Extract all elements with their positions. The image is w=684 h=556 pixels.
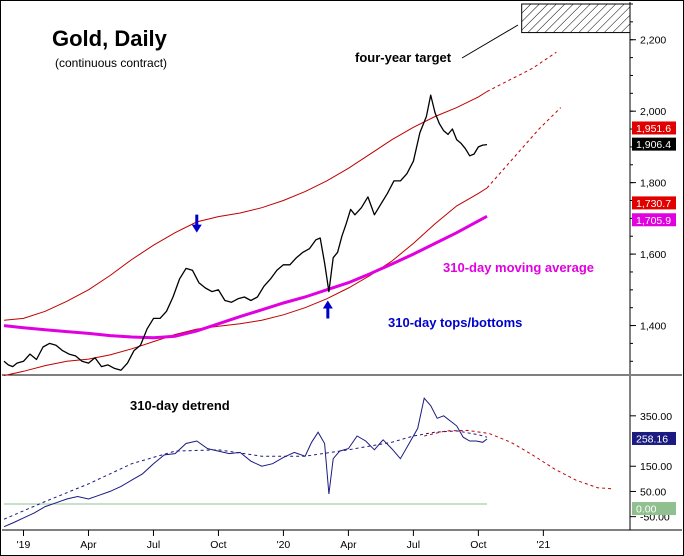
moving-average-line [3,214,488,340]
channel-lower-projection [486,107,562,189]
price-series-group [3,94,488,371]
price-last-value-tag-bg [632,137,676,151]
channel-group [3,51,562,377]
detrend-tick-label: 50.00 [640,486,666,498]
time-tick-label: Jul [407,539,420,551]
time-tick-label: Oct [210,539,226,551]
time-tick-label: Apr [80,539,97,551]
time-tick-label: '19 [17,539,31,551]
marker-group [191,214,333,319]
time-tick-label: '21 [537,539,551,551]
price-last-value-tag-bg [632,121,676,135]
channel-lower-line [3,187,488,377]
price-last-value-tag-bg [632,213,676,227]
channel-upper-line [3,91,488,321]
price-tick-label: 1,400 [640,321,666,333]
price-tick-label: 2,000 [640,106,666,118]
detrend-last-value-tag: 258.16 [636,433,668,445]
time-tick-label: '20 [277,539,291,551]
target-box [521,3,631,34]
detrend-tick-label: 350.00 [640,411,672,423]
price-last-value-tag-bg [632,196,676,210]
price-y-axis: 1,400 1,600 1,800 2,000 2,200 [630,3,666,362]
detrend-line [3,397,488,528]
chart-subtitle: (continuous contract) [55,56,167,70]
detrend-last-value-tag-bg [632,431,676,445]
time-tick-label: Oct [470,539,486,551]
price-tick-label: 2,200 [640,35,666,47]
price-last-value-tag: 1,705.9 [636,215,671,227]
time-tick-label: Apr [340,539,357,551]
time-axis: '19 Apr Jul Oct '20 Apr Jul Oct '21 [17,530,551,551]
chart-title: Gold, Daily [52,26,168,51]
detrend-title: 310-day detrend [130,398,230,413]
annotation-moving-average: 310-day moving average [443,260,594,275]
price-last-value-tag: 1,906.4 [636,139,671,151]
up-arrow-marker [322,300,333,319]
detrend-last-value-tag-bg [632,502,676,516]
detrend-projection-line [424,429,613,490]
detrend-cycle-line [3,430,488,520]
last-value-tags: 1,951.6 1,906.4 1,730.7 1,705.9 258.16 0.00 [632,121,676,516]
detrend-series-group [3,397,613,528]
gold-price-line [3,94,488,371]
price-last-value-tag: 1,730.7 [636,198,671,210]
price-tick-label: 1,600 [640,249,666,261]
target-pointer-line [461,24,519,59]
annotation-tops-bottoms: 310-day tops/bottoms [388,315,522,330]
down-arrow-marker [191,214,202,233]
price-tick-label: 1,800 [640,178,666,190]
price-last-value-tag: 1,951.6 [636,123,671,135]
detrend-last-value-tag: 0.00 [636,504,657,516]
detrend-tick-label: 150.00 [640,461,672,473]
four-year-target-box [521,3,631,34]
time-tick-label: Jul [147,539,160,551]
annotation-four-year-target: four-year target [355,50,452,65]
